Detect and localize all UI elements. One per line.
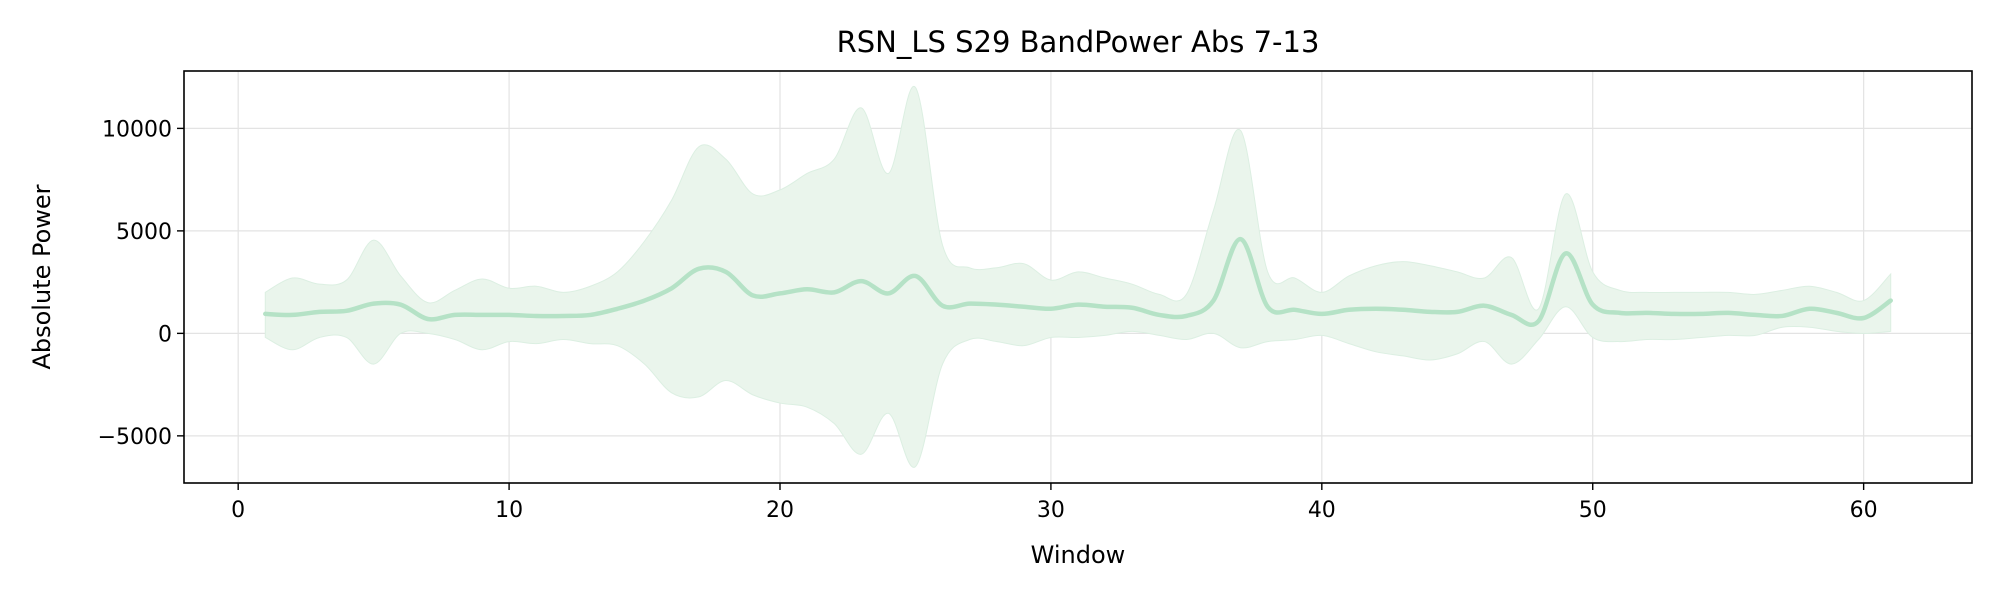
chart-title: RSN_LS S29 BandPower Abs 7-13 [837,25,1320,59]
y-tick-label: 10000 [102,117,172,142]
y-tick-label: 5000 [116,220,172,245]
confidence-band [264,86,1892,468]
x-tick-label: 40 [1308,498,1336,523]
x-tick-label: 30 [1037,498,1065,523]
plot-frame [183,70,1973,484]
mean-line [263,236,1893,328]
y-axis: −5000 0 5000 10000 [98,117,184,450]
x-tick-label: 20 [766,498,794,523]
line-layer [263,236,1893,328]
x-tick-label: 50 [1579,498,1607,523]
x-axis-label: Window [1031,541,1126,569]
x-tick-label: 10 [495,498,523,523]
x-tick-label: 60 [1850,498,1878,523]
y-tick-label: 0 [158,322,172,347]
y-tick-label: −5000 [98,425,172,450]
x-axis: 0 10 20 30 40 50 60 [231,483,1878,523]
band-layer [264,86,1892,468]
y-axis-label: Absolute Power [28,184,56,369]
x-tick-label: 0 [231,498,245,523]
